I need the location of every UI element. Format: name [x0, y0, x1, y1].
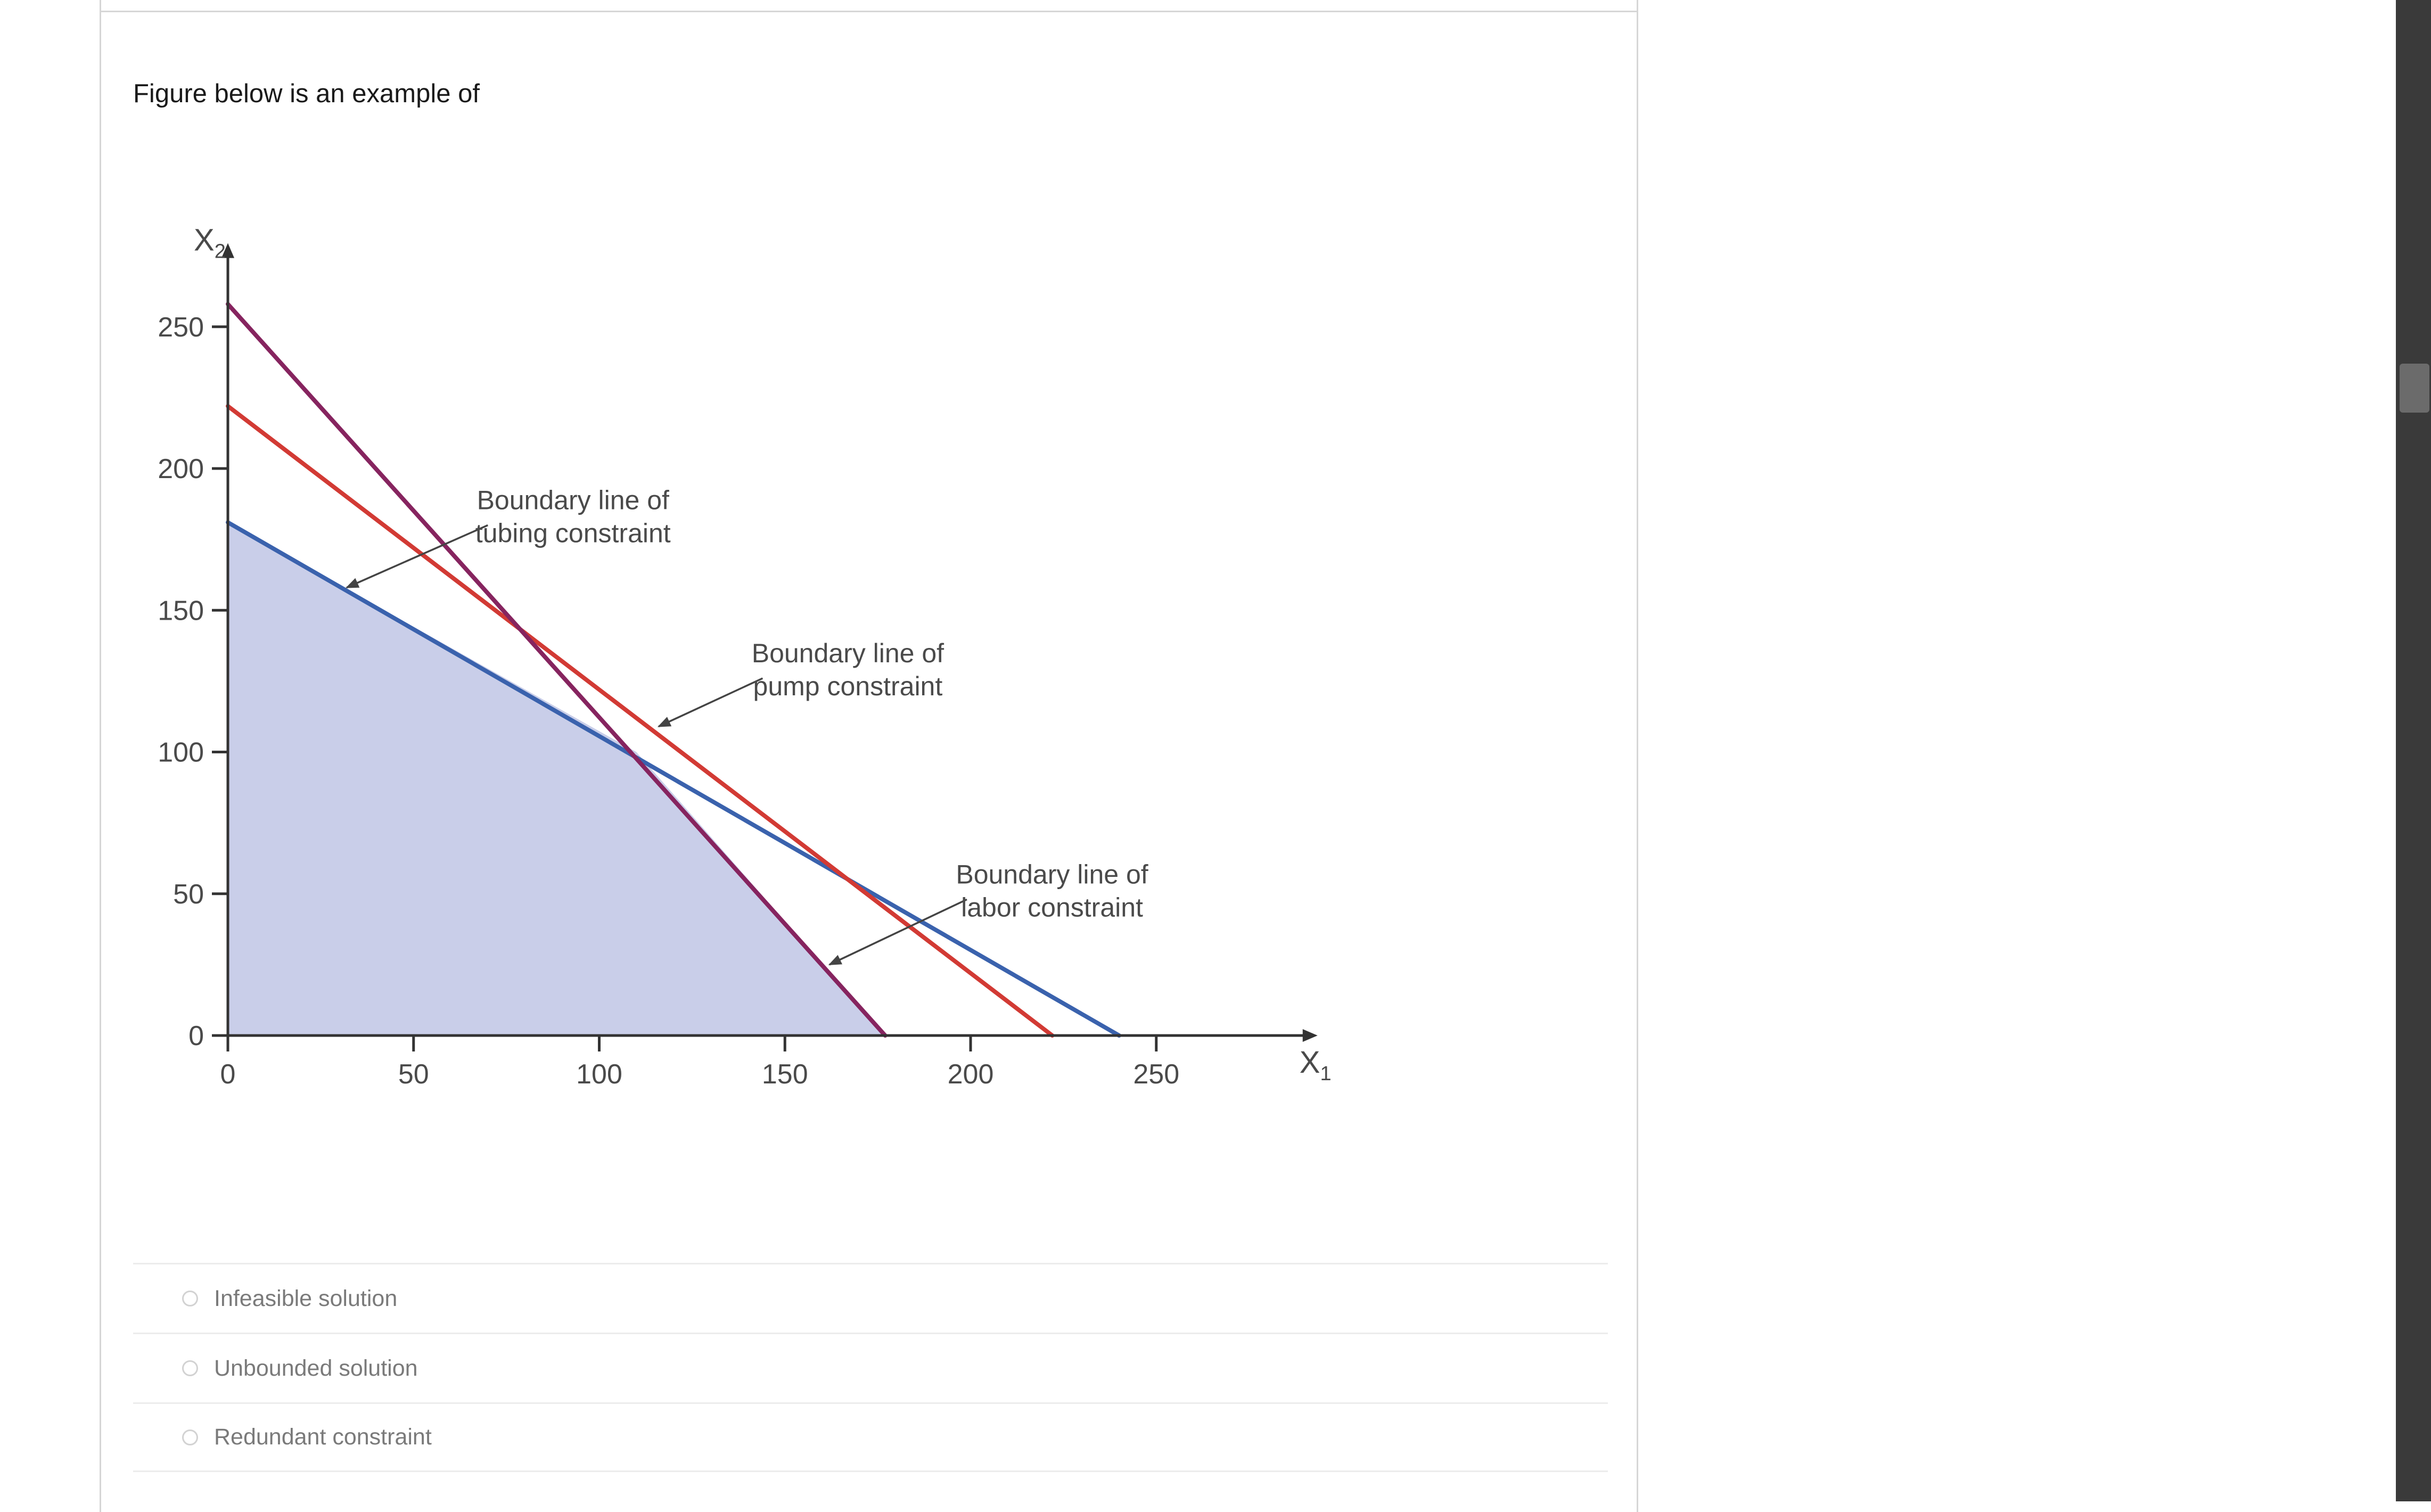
x-tick-label: 200 — [948, 1059, 994, 1090]
answer-options: Infeasible solution Unbounded solution R… — [133, 1263, 1608, 1472]
card-top-divider — [100, 11, 1638, 12]
x-axis-title-subscript: 1 — [1320, 1063, 1331, 1085]
scrollbar-thumb[interactable] — [2400, 364, 2429, 413]
labor-annotation-label-line1: Boundary line of — [956, 859, 1148, 889]
tubing-annotation-arrow — [345, 524, 488, 589]
pump-annotation-label-line1: Boundary line of — [752, 638, 944, 668]
answer-option-redundant[interactable]: Redundant constraint — [133, 1402, 1608, 1472]
answer-option-unbounded[interactable]: Unbounded solution — [133, 1333, 1608, 1402]
y-tick-label: 0 — [188, 1021, 204, 1051]
y-axis-title: X2 — [194, 223, 226, 263]
vertical-scrollbar[interactable] — [2396, 0, 2431, 1501]
y-tick-label: 100 — [158, 737, 204, 768]
pump-annotation-label-line2: pump constraint — [753, 671, 943, 701]
answer-label: Infeasible solution — [214, 1285, 398, 1311]
x-axis-title: X1 — [1300, 1045, 1332, 1085]
x-tick-label: 0 — [220, 1059, 236, 1090]
lp-figure: 0 50 100 150 200 250 0 50 100 150 200 250 X1 X2 Bounda… — [122, 192, 1374, 1118]
x-axis-arrow — [1302, 1029, 1318, 1042]
y-tick-label: 250 — [158, 312, 204, 343]
tubing-constraint-line — [226, 520, 1121, 1038]
answer-option-infeasible[interactable]: Infeasible solution — [133, 1263, 1608, 1333]
tubing-annotation-label-line2: tubing constraint — [475, 519, 671, 548]
pump-annotation-arrow — [657, 677, 763, 728]
x-tick-label: 50 — [398, 1059, 429, 1090]
labor-constraint-line — [226, 302, 888, 1038]
feasible-region — [228, 522, 885, 1036]
x-tick-label: 250 — [1133, 1059, 1179, 1090]
tubing-annotation-label-line1: Boundary line of — [477, 486, 669, 515]
radio-button[interactable] — [182, 1360, 198, 1376]
x-tick-label: 150 — [762, 1059, 808, 1090]
question-text: Figure below is an example of — [133, 79, 480, 108]
answer-label: Redundant constraint — [214, 1424, 432, 1450]
y-axis-title-subscript: 2 — [215, 241, 226, 263]
y-axis-arrow — [221, 243, 234, 258]
x-tick-label: 100 — [576, 1059, 622, 1090]
y-tick-label: 200 — [158, 454, 204, 484]
radio-button[interactable] — [182, 1429, 198, 1445]
pump-constraint-line — [226, 404, 1055, 1038]
answer-label: Unbounded solution — [214, 1355, 418, 1381]
y-tick-label: 150 — [158, 595, 204, 626]
lp-chart: 0 50 100 150 200 250 0 50 100 150 200 250 X1 X2 Bounda… — [158, 223, 1332, 1090]
y-tick-label: 50 — [173, 879, 204, 910]
radio-button[interactable] — [182, 1291, 198, 1306]
labor-annotation-arrow — [828, 898, 967, 966]
labor-annotation-label-line2: labor constraint — [961, 892, 1143, 922]
